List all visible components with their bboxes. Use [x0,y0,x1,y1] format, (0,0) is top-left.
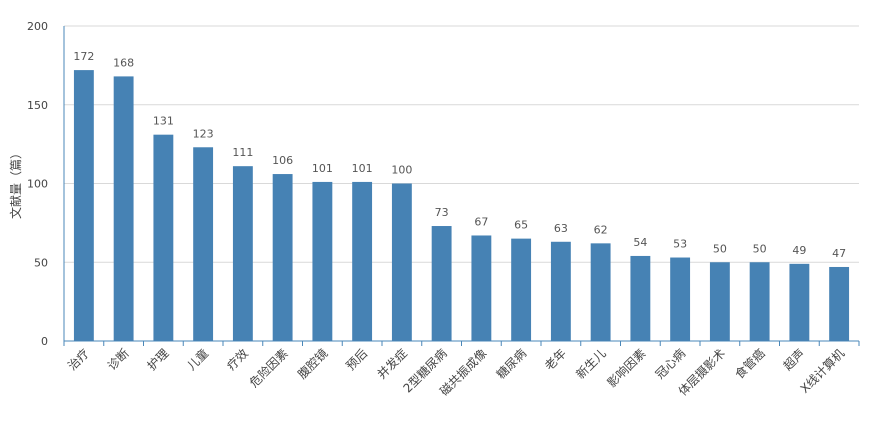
category-label: 超声 [780,346,808,374]
x-axis-ticks [63,341,860,346]
category-label: 糖尿病 [493,346,529,382]
bar [352,181,373,341]
bar [749,262,770,341]
data-label: 123 [193,127,214,140]
bar [431,226,452,341]
y-tick-label: 50 [34,256,48,269]
category-label: 新生儿 [573,346,609,382]
y-axis-title: 文献量（篇） [8,147,23,219]
bar-series [73,70,850,342]
data-label: 54 [633,236,647,249]
data-label: 67 [474,215,488,228]
category-label: 并发症 [374,346,410,382]
data-label: 62 [594,223,608,236]
data-label: 50 [713,242,727,255]
category-label: 儿童 [184,346,212,374]
data-label: 101 [312,162,333,175]
data-label: 168 [113,56,134,69]
bar [789,263,810,341]
data-label: 172 [73,50,94,63]
bar [670,257,691,341]
category-label: 护理 [145,346,172,373]
bar [709,262,730,341]
category-label: 危险因素 [246,346,291,391]
bar [471,235,492,341]
data-label: 131 [153,115,174,128]
bar [272,174,293,341]
category-label: 老年 [542,346,569,373]
y-axis-ticks: 0 50 100 150 200 [27,20,48,348]
bar [391,183,412,341]
bar [511,238,532,341]
category-label: 食管癌 [732,346,768,382]
y-tick-label: 0 [41,335,48,348]
bar [153,134,174,341]
data-label: 53 [673,238,687,251]
bar [312,181,333,341]
bar [550,241,571,341]
data-label: 50 [753,242,767,255]
bar [73,70,94,341]
bar [630,255,651,341]
grid-lines [64,25,859,263]
category-label: 治疗 [65,346,92,373]
category-label: 预后 [343,346,370,373]
data-label: 47 [832,247,846,260]
y-tick-label: 150 [27,99,48,112]
category-label: 冠心病 [652,346,688,382]
bar [829,266,850,341]
data-label: 65 [514,219,528,232]
category-label: 疗效 [223,346,251,374]
bar [590,243,611,341]
data-label: 63 [554,222,568,235]
data-label: 111 [232,146,253,159]
y-tick-label: 200 [27,20,48,33]
category-label: 诊断 [104,346,132,374]
data-labels: 172 168 131 123 111 106 101 101 100 73 67 65 63 62 54 5… [73,50,846,260]
category-label: 影响因素 [604,346,649,391]
data-label: 100 [391,164,412,177]
category-label: 腹腔镜 [294,346,330,382]
bar [193,147,214,341]
data-label: 101 [352,162,373,175]
data-label: 49 [792,244,806,257]
bar [232,166,253,341]
data-label: 106 [272,154,293,167]
y-tick-label: 100 [27,178,48,191]
data-label: 73 [435,206,449,219]
bar [113,76,134,342]
